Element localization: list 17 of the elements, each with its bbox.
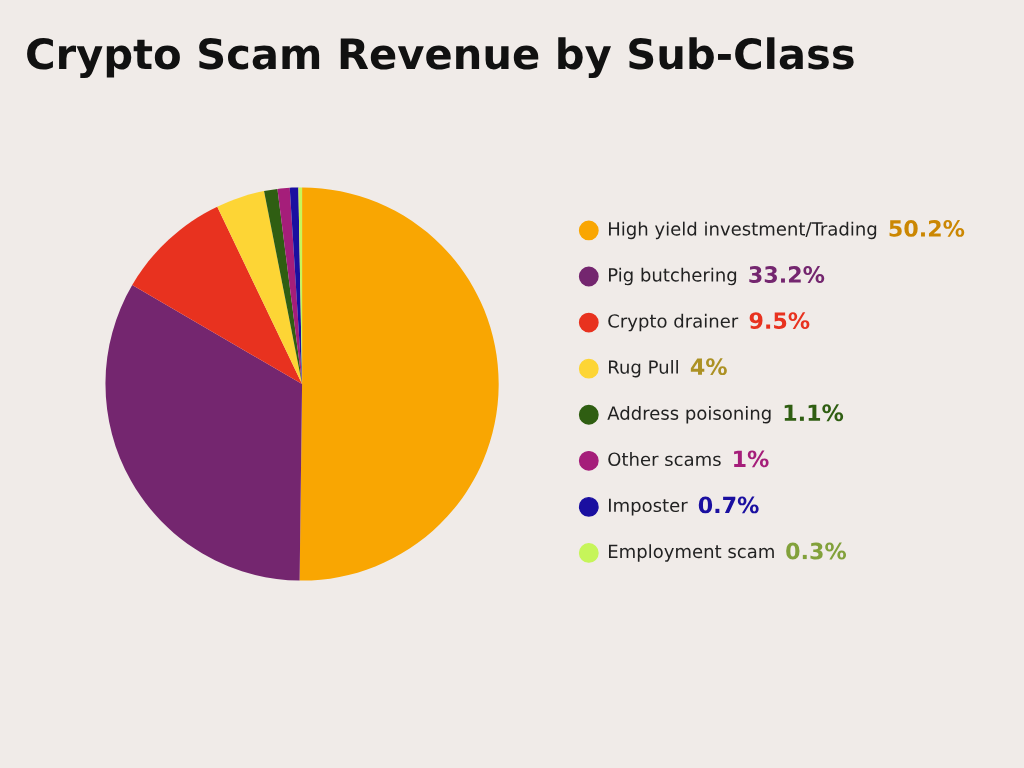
legend-label: Crypto drainer	[608, 313, 739, 332]
data-label: 9.5%	[749, 312, 810, 330]
data-label: 0.3%	[786, 542, 847, 560]
legend-label: Pig butchering	[609, 267, 737, 286]
legend-label: Employment scam	[609, 544, 774, 562]
legend-label: Other scams	[608, 452, 721, 467]
legend-label: Imposter	[609, 498, 688, 516]
data-label: 33.2%	[749, 266, 825, 283]
data-label: 1.1%	[784, 404, 844, 422]
data-label: 50.2%	[889, 220, 965, 237]
data-label: 1%	[734, 450, 769, 468]
legend-label: Rug Pull	[609, 359, 678, 378]
legend-label: Address poisoning	[607, 405, 771, 424]
chart-title: Crypto Scam Revenue by Sub-Class	[27, 37, 854, 78]
data-label: 0.7%	[698, 496, 759, 514]
legend-label: High yield investment/Trading	[609, 221, 877, 240]
data-label: 4%	[690, 358, 727, 376]
